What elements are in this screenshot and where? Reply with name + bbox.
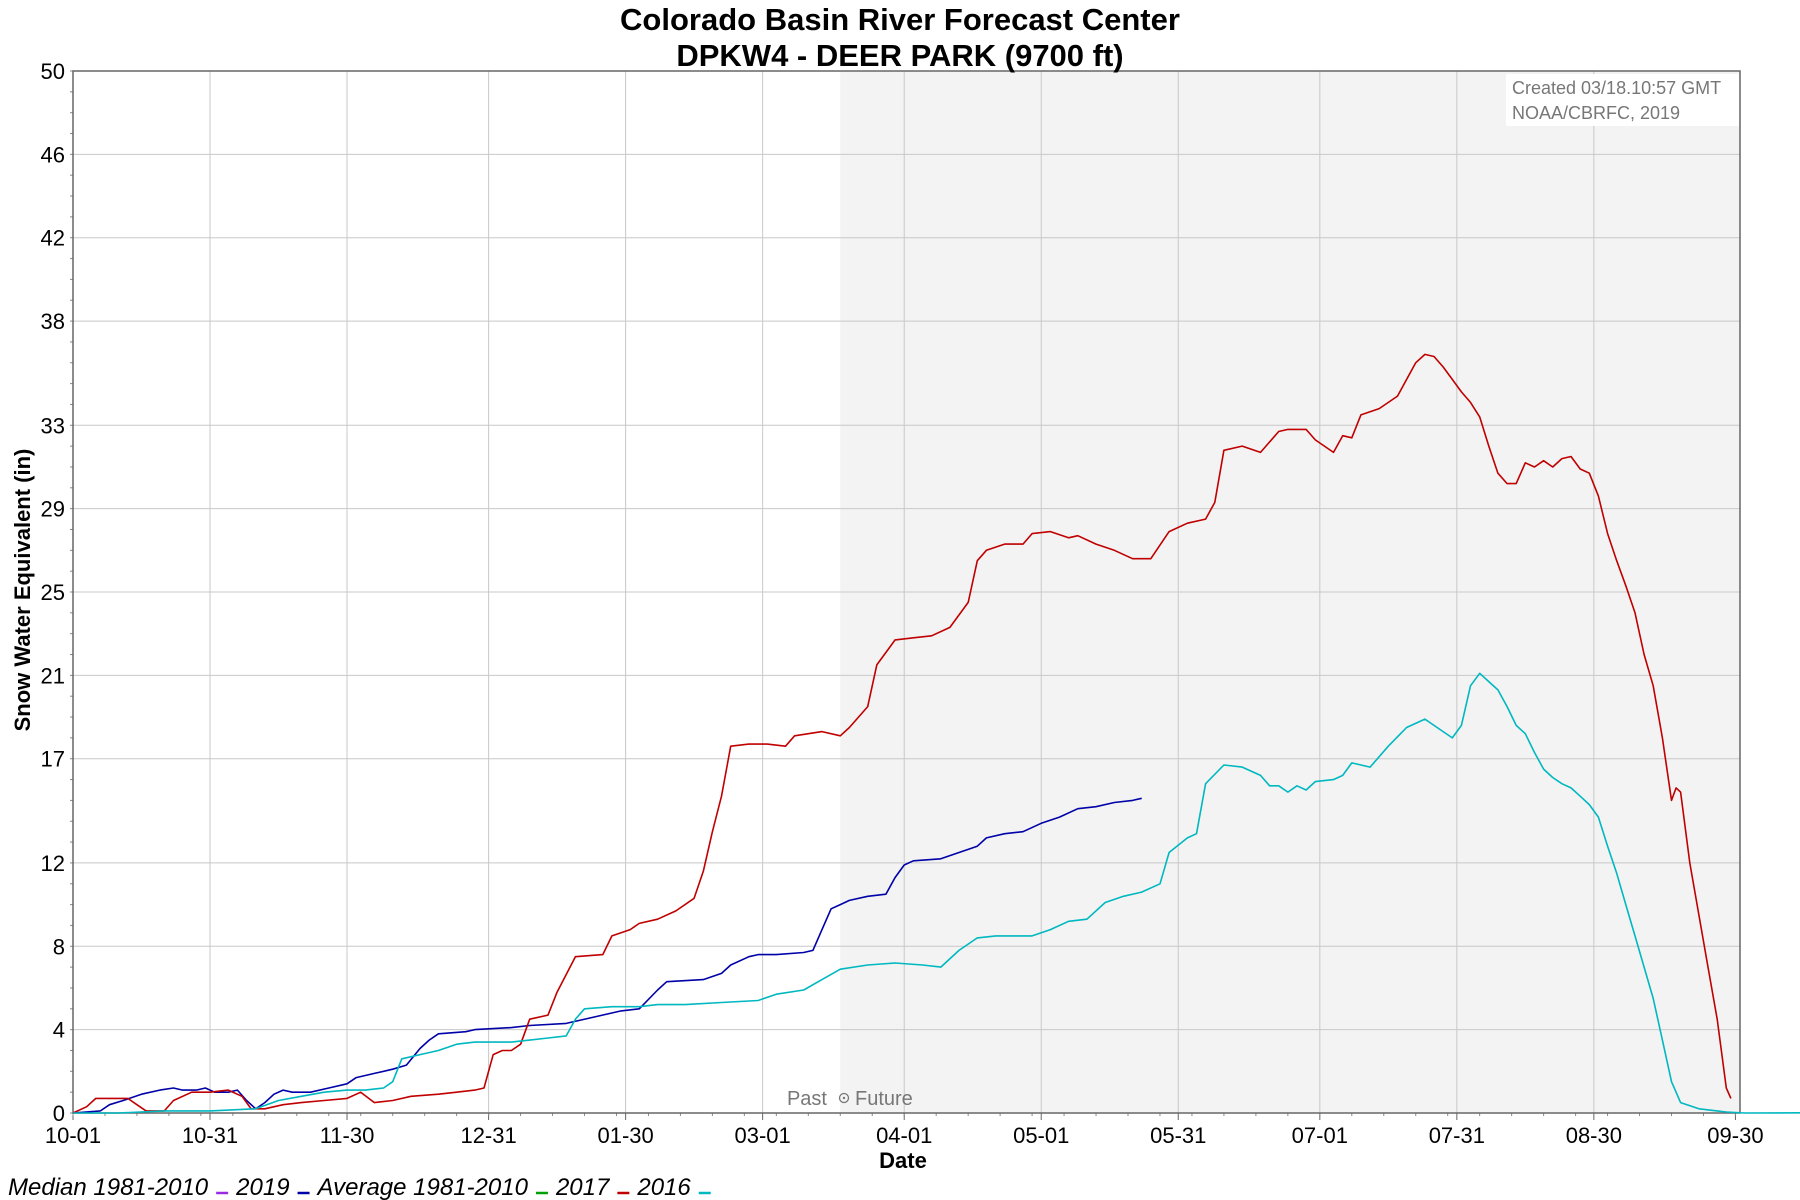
y-tick-label: 4: [53, 1018, 65, 1043]
x-tick-label: 04-01: [876, 1123, 932, 1148]
past-label: Past: [787, 1088, 827, 1110]
x-tick-label: 09-30: [1707, 1123, 1763, 1148]
x-tick-label: 07-01: [1292, 1123, 1348, 1148]
y-tick-label: 46: [41, 142, 65, 167]
now-marker-icon: [838, 1092, 850, 1104]
future-label: Future: [855, 1088, 913, 1110]
y-tick-label: 42: [41, 226, 65, 251]
now-marker-dot: [842, 1096, 846, 1100]
created-stamp: Created 03/18.10:57 GMT: [1512, 78, 1721, 98]
credit-stamp: NOAA/CBRFC, 2019: [1512, 103, 1680, 123]
y-tick-label: 33: [41, 413, 65, 438]
stamp-box: [1506, 74, 1739, 126]
chart-title: Colorado Basin River Forecast Center: [620, 2, 1180, 37]
grid-lines: [72, 71, 1740, 1120]
x-tick-label: 05-01: [1013, 1123, 1069, 1148]
y-tick-label: 21: [41, 663, 65, 688]
series-layer: [72, 353, 1800, 1114]
legend: Median 1981-2010 2019 Average 1981-2010 201…: [8, 1174, 711, 1200]
series-line-2017: [72, 353, 1732, 1114]
y-axis-title: Snow Water Equivalent (in): [10, 449, 35, 732]
y-tick-label: 17: [41, 747, 65, 772]
x-tick-label: 12-31: [460, 1123, 516, 1148]
y-tick-label: 50: [41, 59, 65, 84]
x-tick-label: 11-30: [320, 1123, 375, 1148]
x-tick-label: 10-01: [45, 1123, 101, 1148]
y-tick-label: 38: [41, 309, 65, 334]
y-tick-labels: 0 4 8 12 17 21 25 29 33 38 42 46 50: [41, 59, 65, 1126]
legend-label: 2016: [636, 1174, 691, 1200]
x-tick-labels: 10-01 10-31 11-30 12-31 01-30 03-01 04-01 05-01…: [45, 1123, 1764, 1148]
chart-subtitle: DPKW4 - DEER PARK (9700 ft): [676, 38, 1123, 73]
x-tick-label: 01-30: [597, 1123, 653, 1148]
y-tick-label: 25: [41, 580, 65, 605]
legend-label: Average 1981-2010: [316, 1174, 529, 1200]
y-tick-label: 12: [41, 851, 65, 876]
x-tick-label: 05-31: [1150, 1123, 1206, 1148]
y-tick-label: 0: [53, 1101, 65, 1126]
y-tick-label: 29: [41, 497, 65, 522]
x-tick-label: 08-30: [1566, 1123, 1622, 1148]
y-tick-label: 8: [53, 934, 65, 959]
legend-label: 2017: [555, 1174, 611, 1200]
x-tick-label: 07-31: [1429, 1123, 1485, 1148]
series-line-2016: [73, 672, 1800, 1114]
x-axis-title: Date: [879, 1148, 927, 1173]
x-tick-label: 10-31: [182, 1123, 238, 1148]
x-tick-label: 03-01: [734, 1123, 790, 1148]
legend-label: 2019: [235, 1174, 289, 1200]
legend-label: Median 1981-2010: [8, 1174, 209, 1200]
plot-frame: [72, 70, 1741, 1114]
